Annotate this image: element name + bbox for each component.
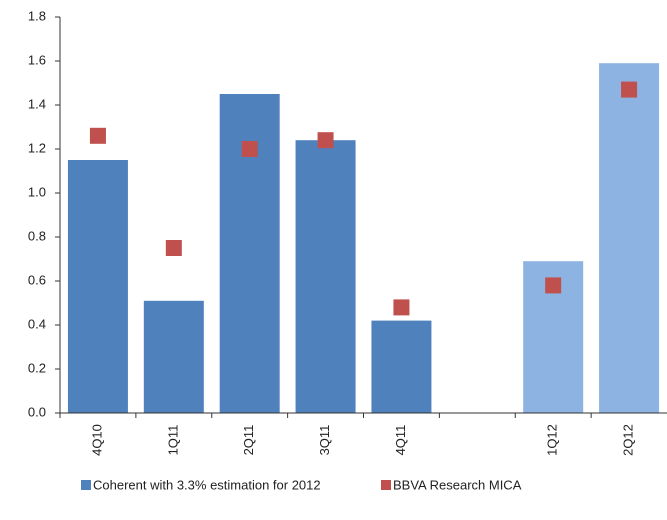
y-tick-label: 0.6: [28, 272, 46, 287]
marker: [545, 277, 562, 294]
y-tick-label: 1.4: [28, 96, 46, 111]
marker: [241, 141, 258, 157]
y-tick-label: 1.0: [28, 184, 46, 199]
y-tick-label: 0.2: [28, 360, 46, 375]
x-tick-label: 2Q11: [241, 425, 256, 456]
bar: [143, 300, 204, 413]
bar: [67, 160, 128, 413]
legend-swatch: [381, 480, 391, 490]
bar: [599, 63, 660, 413]
y-tick-label: 0.0: [28, 404, 46, 419]
marker: [393, 299, 410, 316]
y-tick-label: 0.8: [28, 228, 46, 243]
marker: [89, 127, 106, 144]
x-tick-label: 3Q11: [317, 425, 332, 456]
y-tick-label: 1.6: [28, 52, 46, 67]
x-tick-label: 1Q12: [545, 424, 560, 456]
bar: [371, 320, 432, 413]
x-tick-label: 2Q12: [621, 424, 636, 456]
legend-label: Coherent with 3.3% estimation for 2012: [93, 477, 321, 492]
legend-swatch: [81, 480, 91, 490]
y-tick-label: 1.2: [28, 140, 46, 155]
legend-label: BBVA Research MICA: [393, 477, 522, 492]
x-tick-label: 4Q11: [393, 425, 408, 456]
marker: [317, 132, 334, 149]
y-tick-label: 0.4: [28, 316, 46, 331]
y-tick-label: 1.8: [28, 8, 46, 23]
marker: [621, 81, 638, 98]
bar: [295, 140, 356, 413]
x-tick-label: 1Q11: [165, 425, 180, 456]
marker: [165, 240, 182, 256]
x-tick-label: 4Q10: [89, 424, 104, 456]
